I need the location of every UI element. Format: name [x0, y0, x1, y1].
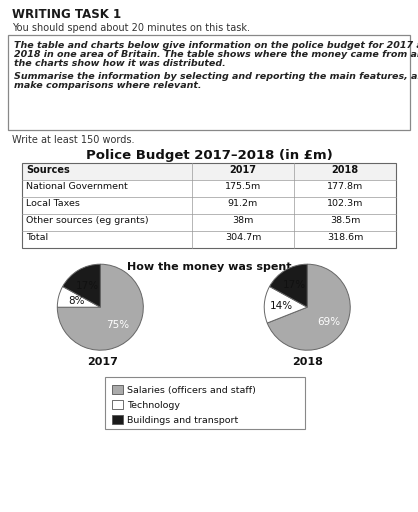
Text: 38.5m: 38.5m — [330, 216, 360, 225]
Wedge shape — [267, 264, 350, 350]
Text: 2018 in one area of Britain. The table shows where the money came from and: 2018 in one area of Britain. The table s… — [14, 50, 418, 59]
Bar — [112, 400, 123, 409]
Text: 69%: 69% — [317, 317, 340, 327]
Bar — [105, 377, 305, 429]
Text: 2018: 2018 — [331, 165, 359, 175]
Wedge shape — [264, 287, 307, 323]
Text: 91.2m: 91.2m — [228, 199, 258, 208]
Text: 304.7m: 304.7m — [225, 233, 261, 242]
Text: Other sources (eg grants): Other sources (eg grants) — [26, 216, 149, 225]
Text: 38m: 38m — [232, 216, 254, 225]
Text: 17%: 17% — [76, 281, 99, 291]
Text: Total: Total — [26, 233, 48, 242]
Text: 8%: 8% — [68, 296, 84, 306]
Wedge shape — [57, 264, 143, 350]
Text: 2017: 2017 — [229, 165, 257, 175]
Text: National Government: National Government — [26, 182, 128, 191]
Bar — [112, 415, 123, 424]
Text: the charts show how it was distributed.: the charts show how it was distributed. — [14, 59, 226, 68]
Text: 17%: 17% — [283, 280, 306, 290]
Text: 14%: 14% — [270, 301, 293, 311]
Text: You should spend about 20 minutes on this task.: You should spend about 20 minutes on thi… — [12, 23, 250, 33]
Text: 318.6m: 318.6m — [327, 233, 363, 242]
Text: The table and charts below give information on the police budget for 2017 and: The table and charts below give informat… — [14, 41, 418, 50]
Text: 75%: 75% — [107, 320, 130, 330]
Text: Police Budget 2017–2018 (in £m): Police Budget 2017–2018 (in £m) — [86, 149, 332, 162]
Text: Sources: Sources — [26, 165, 70, 175]
Text: 175.5m: 175.5m — [225, 182, 261, 191]
Text: Write at least 150 words.: Write at least 150 words. — [12, 135, 135, 145]
Text: WRITING TASK 1: WRITING TASK 1 — [12, 8, 121, 21]
Wedge shape — [270, 264, 307, 307]
Text: How the money was spent: How the money was spent — [127, 262, 291, 272]
Bar — [112, 385, 123, 394]
Text: 102.3m: 102.3m — [327, 199, 363, 208]
Text: 2017: 2017 — [87, 357, 118, 367]
Text: Salaries (officers and staff): Salaries (officers and staff) — [127, 386, 256, 395]
Wedge shape — [63, 264, 100, 307]
Text: make comparisons where relevant.: make comparisons where relevant. — [14, 81, 201, 90]
Text: Buildings and transport: Buildings and transport — [127, 416, 238, 425]
Text: 2018: 2018 — [292, 357, 323, 367]
Text: Local Taxes: Local Taxes — [26, 199, 80, 208]
Bar — [22, 163, 396, 180]
Wedge shape — [57, 287, 100, 307]
Text: Technology: Technology — [127, 401, 180, 410]
Bar — [22, 163, 396, 248]
Text: Summarise the information by selecting and reporting the main features, and: Summarise the information by selecting a… — [14, 72, 418, 81]
Text: 177.8m: 177.8m — [327, 182, 363, 191]
Bar — [8, 35, 410, 130]
